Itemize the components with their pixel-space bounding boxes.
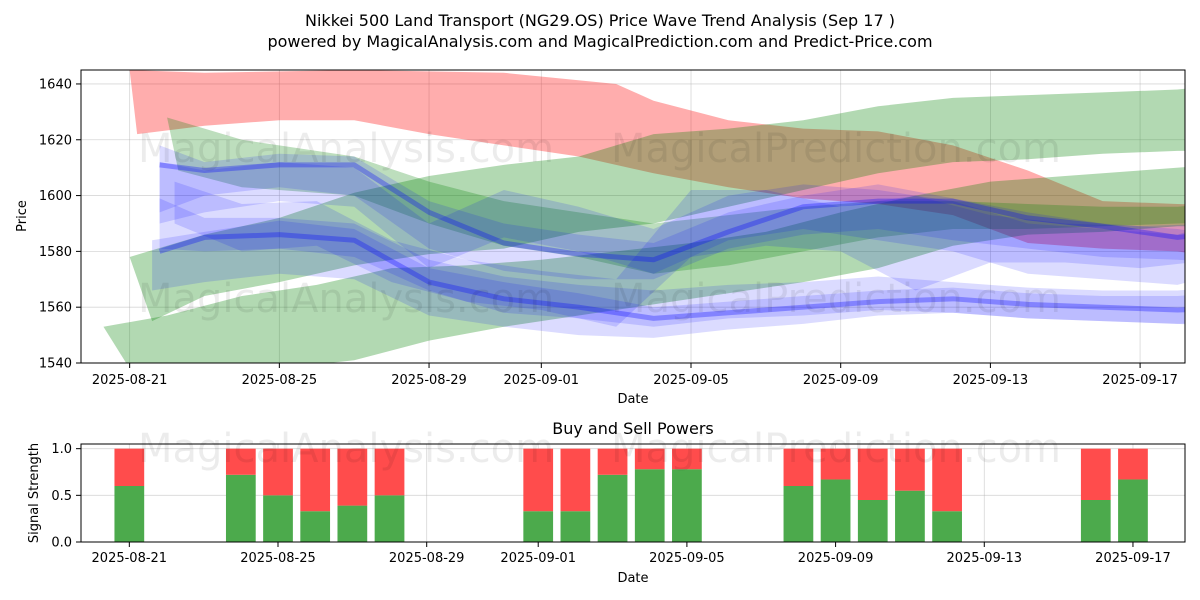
price-panel: MagicalAnalysis.com MagicalPrediction.co… xyxy=(15,69,1186,407)
buy-bar-2025-09-02 xyxy=(560,511,591,542)
price-band-blue-4 xyxy=(159,145,1185,280)
signal-x-ticks: 2025-08-21 2025-08-25 2025-08-29 2025-09-01… xyxy=(92,542,1171,566)
price-band-green-1 xyxy=(129,88,1185,322)
buy-bar-2025-09-04 xyxy=(634,469,665,542)
price-y-axis-label: Price xyxy=(15,200,30,232)
signal-y-ticks: 0.0 0.5 1.0 xyxy=(51,442,81,551)
sell-bar-2025-09-10 xyxy=(857,448,888,500)
watermark-prediction-bottom: MagicalPrediction.com xyxy=(611,426,1061,472)
sell-bar-2025-09-08 xyxy=(783,448,814,486)
signal-panel: Buy and Sell Powers MagicalAnalysis.com … xyxy=(27,419,1186,586)
price-wave-line-0 xyxy=(159,162,1185,263)
price-x-tick-label: 2025-08-25 xyxy=(242,373,318,388)
price-band-green-2 xyxy=(103,167,1185,363)
buy-bar-2025-09-17 xyxy=(1118,479,1148,542)
sell-bar-2025-09-12 xyxy=(932,448,962,512)
signal-y-tick-label: 1.0 xyxy=(51,442,72,457)
signal-x-tick-label: 2025-08-29 xyxy=(389,551,465,566)
sell-bar-2025-08-28 xyxy=(374,448,405,496)
sell-bar-2025-08-24 xyxy=(225,448,256,475)
price-x-ticks: 2025-08-21 2025-08-25 2025-08-29 2025-09-01… xyxy=(92,363,1178,388)
signal-x-tick-label: 2025-08-25 xyxy=(240,551,316,566)
sell-bar-2025-09-11 xyxy=(895,448,925,491)
price-y-tick-label: 1540 xyxy=(39,357,72,372)
price-x-tick-label: 2025-09-13 xyxy=(953,373,1029,388)
buy-bar-2025-08-21 xyxy=(114,486,145,542)
signal-x-axis-label: Date xyxy=(617,571,648,586)
price-wave-line-1 xyxy=(158,232,1185,321)
buy-bar-2025-08-27 xyxy=(337,505,368,542)
signal-y-axis-label: Signal Strength xyxy=(27,443,42,543)
price-y-tick-label: 1560 xyxy=(39,301,72,316)
sell-bar-2025-08-25 xyxy=(263,448,293,496)
price-plot-area xyxy=(81,70,1185,363)
signal-x-tick-label: 2025-09-01 xyxy=(500,551,576,566)
buy-bar-2025-09-10 xyxy=(857,500,888,542)
price-x-tick-label: 2025-09-01 xyxy=(504,373,580,388)
signal-axes-frame xyxy=(80,443,1186,543)
sell-bar-2025-09-01 xyxy=(523,448,554,512)
watermark-prediction-mid: MagicalPrediction.com xyxy=(611,276,1061,322)
price-band-blue-6 xyxy=(159,162,1185,285)
price-y-ticks: 1540 1560 1580 1600 1620 1640 xyxy=(39,77,81,372)
buy-bar-2025-08-24 xyxy=(225,474,256,542)
price-x-axis-label: Date xyxy=(617,392,648,407)
price-x-tick-label: 2025-09-09 xyxy=(803,373,879,388)
price-band-blue-8 xyxy=(174,181,1185,327)
sell-bar-2025-08-21 xyxy=(114,448,145,486)
signal-y-tick-label: 0.5 xyxy=(51,489,72,504)
buy-bar-2025-08-28 xyxy=(374,495,405,542)
buy-bar-2025-09-08 xyxy=(783,486,814,542)
buy-bar-2025-09-12 xyxy=(932,511,962,542)
signal-x-tick-label: 2025-09-17 xyxy=(1095,551,1171,566)
buy-bar-2025-09-16 xyxy=(1080,500,1111,542)
sell-bar-2025-09-16 xyxy=(1080,448,1111,500)
sell-bar-2025-09-17 xyxy=(1118,448,1148,480)
buy-bar-2025-09-01 xyxy=(523,511,554,542)
sell-bar-2025-09-02 xyxy=(560,448,591,512)
signal-chart-title: Buy and Sell Powers xyxy=(552,419,714,438)
signal-y-tick-label: 0.0 xyxy=(51,536,72,551)
signal-x-tick-label: 2025-08-21 xyxy=(92,551,168,566)
sell-bar-2025-09-04 xyxy=(634,448,665,470)
price-y-tick-label: 1640 xyxy=(39,77,72,92)
sell-bar-2025-09-05 xyxy=(672,448,702,470)
price-band-green-3 xyxy=(167,117,1185,274)
signal-bars xyxy=(114,448,1148,542)
buy-bar-2025-09-09 xyxy=(820,479,851,542)
sell-bar-2025-09-03 xyxy=(597,448,628,475)
price-bands xyxy=(103,70,1185,363)
price-band-red-0 xyxy=(129,70,1185,253)
sell-bar-2025-08-27 xyxy=(337,448,368,506)
watermark-analysis-top: MagicalAnalysis.com xyxy=(138,126,554,172)
buy-bar-2025-09-03 xyxy=(597,474,628,542)
price-x-tick-label: 2025-08-21 xyxy=(92,373,168,388)
watermark-prediction-top: MagicalPrediction.com xyxy=(611,126,1061,172)
signal-x-tick-label: 2025-09-13 xyxy=(946,551,1022,566)
price-band-blue-7 xyxy=(152,220,1185,338)
price-x-tick-label: 2025-08-29 xyxy=(391,373,467,388)
sell-bar-2025-09-09 xyxy=(820,448,851,480)
price-axes-frame xyxy=(80,69,1186,364)
signal-x-tick-label: 2025-09-09 xyxy=(798,551,874,566)
price-y-tick-label: 1620 xyxy=(39,133,72,148)
buy-bar-2025-08-26 xyxy=(300,511,331,542)
sell-bar-2025-08-26 xyxy=(300,448,331,512)
watermark-analysis-bottom: MagicalAnalysis.com xyxy=(138,426,554,472)
price-y-tick-label: 1600 xyxy=(39,189,72,204)
signal-x-tick-label: 2025-09-05 xyxy=(649,551,725,566)
price-x-tick-label: 2025-09-05 xyxy=(653,373,729,388)
price-band-blue-5 xyxy=(159,198,1185,327)
watermark-analysis-mid: MagicalAnalysis.com xyxy=(138,276,554,322)
buy-bar-2025-09-05 xyxy=(672,469,702,542)
buy-bar-2025-09-11 xyxy=(895,490,925,542)
chart-subtitle: powered by MagicalAnalysis.com and Magic… xyxy=(267,32,932,51)
price-y-tick-label: 1580 xyxy=(39,245,72,260)
chart-title: Nikkei 500 Land Transport (NG29.OS) Pric… xyxy=(305,11,895,30)
buy-bar-2025-08-25 xyxy=(263,495,293,542)
price-x-tick-label: 2025-09-17 xyxy=(1102,373,1178,388)
